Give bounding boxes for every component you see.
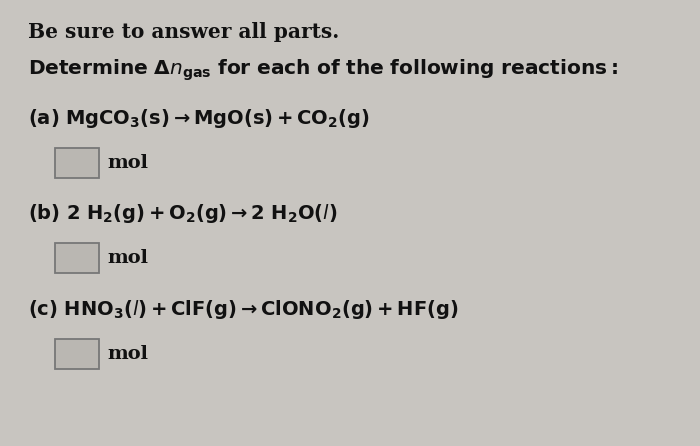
Text: $\bf{Determine\ \Delta \mathit{n}_{gas}\ for\ each\ of\ the\ following\ reaction: $\bf{Determine\ \Delta \mathit{n}_{gas}\… xyxy=(28,58,618,83)
Text: mol: mol xyxy=(107,345,148,363)
Text: $\bf{(c)\ HNO_3(\mathit{l}) + ClF(g) \rightarrow ClONO_2(g) + HF(g)}$: $\bf{(c)\ HNO_3(\mathit{l}) + ClF(g) \ri… xyxy=(28,298,458,321)
Text: $\bf{(b)\ 2\ H_2(g) + O_2(g) \rightarrow 2\ H_2O(\mathit{l})}$: $\bf{(b)\ 2\ H_2(g) + O_2(g) \rightarrow… xyxy=(28,202,337,225)
Text: $\bf{(a)\ MgCO_3(s) \rightarrow MgO(s) + CO_2(g)}$: $\bf{(a)\ MgCO_3(s) \rightarrow MgO(s) +… xyxy=(28,107,370,130)
Text: Be sure to answer all parts.: Be sure to answer all parts. xyxy=(28,22,340,42)
FancyBboxPatch shape xyxy=(55,339,99,369)
Text: mol: mol xyxy=(107,249,148,267)
Text: mol: mol xyxy=(107,154,148,172)
FancyBboxPatch shape xyxy=(55,148,99,178)
FancyBboxPatch shape xyxy=(55,243,99,273)
